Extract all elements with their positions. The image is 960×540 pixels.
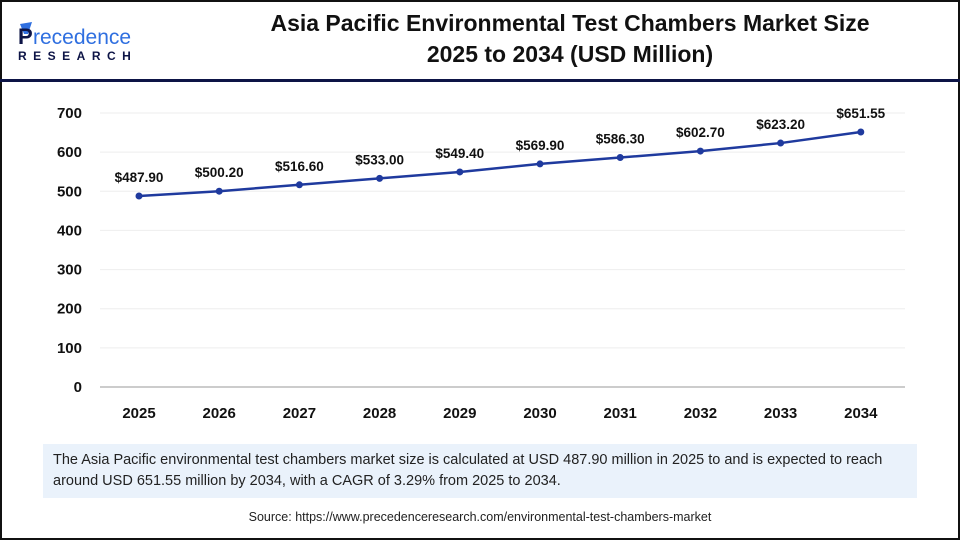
y-tick-label: 200	[57, 301, 82, 318]
data-label: $586.30	[596, 132, 645, 147]
svg-text:recedence: recedence	[33, 26, 131, 49]
y-tick-label: 600	[57, 144, 82, 161]
data-point	[536, 160, 544, 168]
data-label: $602.70	[676, 125, 725, 140]
x-tick-label: 2027	[283, 405, 316, 422]
precedence-research-logo: P recedence RESEARCH	[18, 22, 137, 63]
y-tick-label: 400	[57, 222, 82, 239]
x-tick-label: 2032	[684, 405, 717, 422]
source-text: Source: https://www.precedenceresearch.c…	[248, 510, 712, 524]
x-tick-label: 2030	[523, 405, 556, 422]
data-point	[376, 174, 384, 182]
header-divider	[0, 79, 960, 82]
data-label: $651.55	[836, 106, 885, 121]
data-point	[215, 187, 223, 195]
x-tick-label: 2025	[122, 405, 155, 422]
data-point	[295, 181, 303, 189]
data-point	[135, 192, 143, 200]
y-tick-label: 0	[74, 379, 82, 396]
data-label: $533.00	[355, 152, 404, 167]
y-tick-label: 100	[57, 340, 82, 357]
x-tick-label: 2031	[604, 405, 637, 422]
x-tick-label: 2033	[764, 405, 797, 422]
chart-title: Asia Pacific Environmental Test Chambers…	[200, 8, 940, 70]
x-tick-label: 2029	[443, 405, 476, 422]
data-label: $569.90	[516, 138, 565, 153]
x-tick-label: 2034	[844, 405, 878, 422]
data-label: $549.40	[435, 146, 484, 161]
data-point	[777, 139, 785, 147]
line-chart: 0 100 200 300 400 500 600 700 2025 2026 2027 2028 20…	[57, 105, 905, 422]
y-tick-label: 700	[57, 105, 82, 122]
y-tick-label: 300	[57, 262, 82, 279]
title-line-1: Asia Pacific Environmental Test Chambers…	[270, 10, 870, 36]
data-point	[456, 168, 464, 176]
description-box: The Asia Pacific environmental test cham…	[43, 444, 917, 498]
series-line	[138, 130, 861, 198]
title-line-2: 2025 to 2034 (USD Million)	[426, 41, 714, 67]
data-point	[616, 154, 624, 162]
data-point	[857, 128, 865, 136]
x-tick-label: 2028	[363, 405, 396, 422]
data-point	[696, 147, 704, 155]
data-label: $516.60	[275, 159, 324, 174]
data-label: $500.20	[195, 165, 244, 180]
data-label: $623.20	[756, 117, 805, 132]
x-tick-label: 2026	[203, 405, 236, 422]
svg-text:P: P	[18, 24, 33, 49]
svg-text:RESEARCH: RESEARCH	[18, 49, 137, 63]
data-label: $487.90	[115, 170, 164, 185]
y-tick-label: 500	[57, 183, 82, 200]
